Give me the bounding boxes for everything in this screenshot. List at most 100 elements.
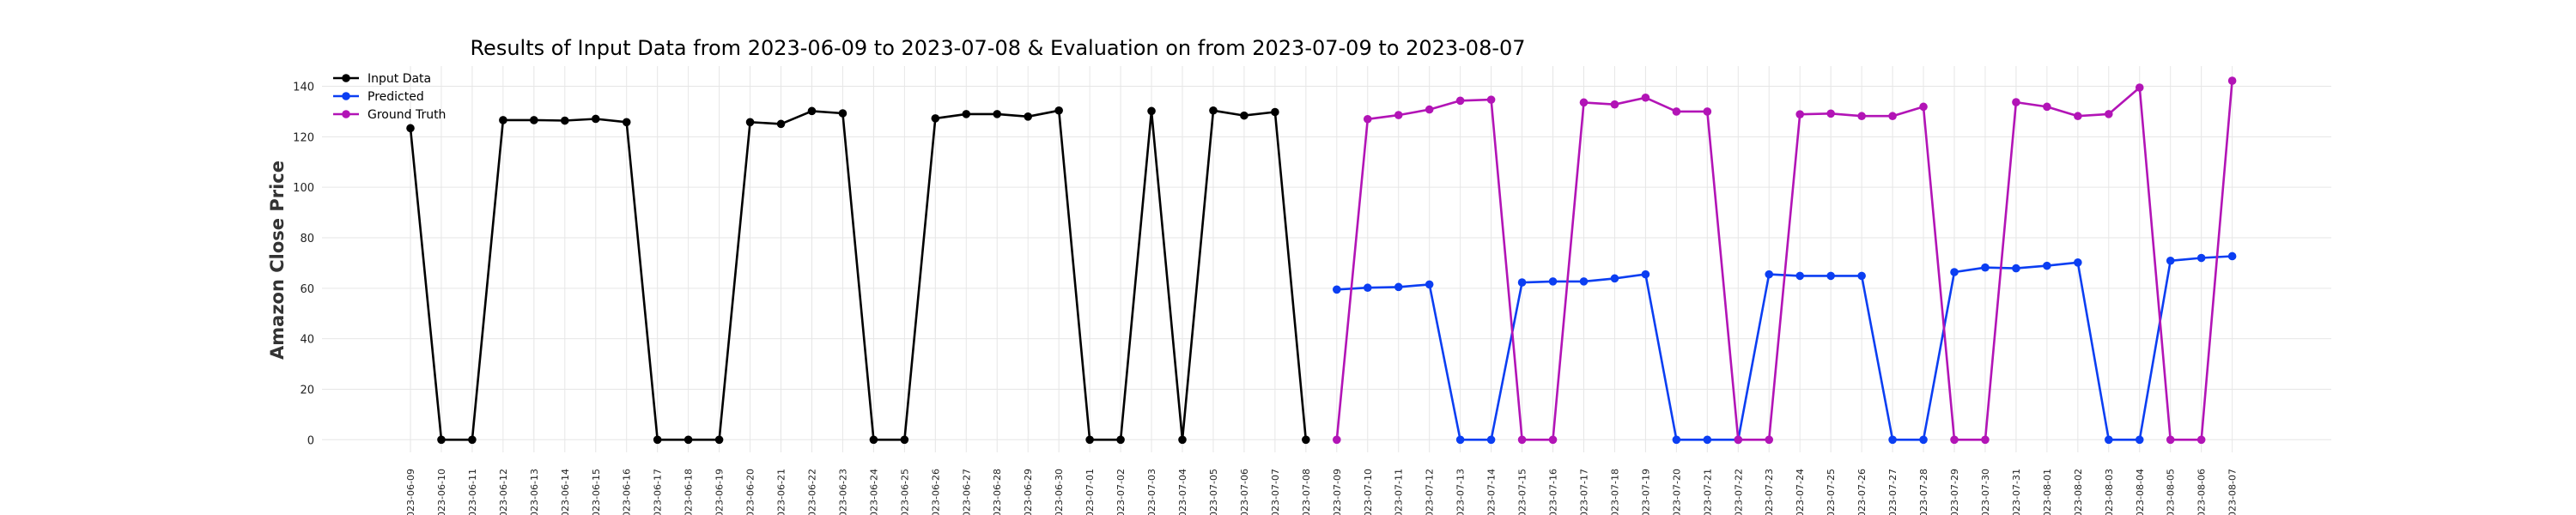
x-tick-label: 023-07-02: [1115, 469, 1127, 515]
data-point: [1888, 112, 1897, 121]
x-tick-label: 023-07-30: [1980, 469, 1991, 515]
x-tick-label: 023-06-10: [436, 469, 447, 515]
x-tick-label: 023-06-09: [405, 469, 416, 515]
data-point: [2196, 435, 2206, 445]
x-tick-label: 023-07-29: [1949, 469, 1960, 515]
x-tick-label: 023-06-29: [1023, 469, 1034, 515]
data-point: [2166, 256, 2175, 265]
x-tick-label: 023-07-24: [1795, 469, 1806, 515]
x-tick-label: 023-06-14: [560, 469, 571, 515]
x-tick-label: 023-08-03: [2104, 469, 2115, 515]
data-point: [622, 118, 631, 127]
x-tick-label: 023-06-15: [591, 469, 602, 515]
legend: Input Data Predicted Ground Truth: [333, 72, 446, 122]
y-tick-label: 0: [307, 434, 314, 447]
x-tick-label: 023-07-03: [1146, 469, 1157, 515]
x-tick-label: 023-07-15: [1517, 469, 1528, 515]
x-tick-label: 023-06-11: [467, 469, 478, 515]
data-point: [1455, 435, 1465, 445]
data-point: [1610, 100, 1619, 109]
x-tick-label: 023-06-21: [776, 469, 787, 515]
x-tick-label: 023-07-05: [1208, 469, 1219, 515]
data-point: [1333, 435, 1341, 445]
data-point: [1765, 435, 1774, 445]
x-tick-labels: 023-06-09 023-06-10 023-06-11 023-06-12 023-…: [405, 469, 2239, 515]
x-tick-label: 023-07-26: [1856, 469, 1868, 515]
x-tick-label: 023-06-27: [961, 469, 972, 515]
x-tick-label: 023-07-27: [1887, 469, 1899, 515]
data-point: [1703, 435, 1712, 445]
data-point: [1209, 106, 1218, 115]
legend-label: Predicted: [368, 90, 424, 104]
data-point: [653, 435, 662, 445]
data-point: [1857, 271, 1866, 281]
data-point: [2074, 258, 2082, 267]
x-tick-label: 023-07-01: [1084, 469, 1096, 515]
x-tick-label: 023-07-11: [1394, 469, 1405, 515]
series-input-data: [406, 106, 1310, 445]
data-point: [2105, 110, 2113, 118]
data-point: [2196, 253, 2206, 263]
x-tick-label: 023-07-21: [1702, 469, 1713, 515]
x-tick-label: 023-07-23: [1764, 469, 1775, 515]
legend-label: Ground Truth: [368, 108, 446, 122]
data-point: [1548, 277, 1558, 286]
data-point: [499, 116, 507, 124]
data-point: [1517, 435, 1527, 445]
data-point: [530, 116, 538, 124]
data-point: [838, 109, 848, 118]
x-tick-label: 023-08-04: [2135, 469, 2146, 515]
x-tick-label: 023-07-22: [1733, 469, 1744, 515]
x-tick-label: 023-07-14: [1486, 469, 1498, 515]
data-point: [591, 114, 600, 124]
series-line-input-data: [409, 109, 1308, 441]
data-point: [1455, 96, 1465, 106]
data-point: [437, 435, 446, 445]
data-point: [1085, 435, 1094, 445]
x-tick-label: 023-07-28: [1918, 469, 1929, 515]
data-point: [683, 435, 693, 445]
data-point: [1826, 109, 1835, 118]
data-point: [1548, 435, 1558, 445]
y-tick-labels: 0 20 40 60 80 100 120 140: [293, 82, 314, 448]
data-point: [1672, 435, 1681, 445]
data-point: [1363, 114, 1372, 124]
data-point: [1054, 106, 1063, 115]
data-point: [1981, 263, 1990, 272]
data-point: [1394, 282, 1403, 292]
data-point: [1333, 285, 1341, 294]
data-point: [1919, 102, 1928, 112]
x-tick-label: 023-08-07: [2227, 469, 2239, 515]
data-point: [406, 124, 415, 133]
data-point: [1795, 110, 1804, 118]
data-point: [1486, 95, 1496, 104]
x-tick-label: 023-07-07: [1270, 469, 1281, 515]
data-point: [962, 110, 971, 118]
data-point: [993, 110, 1002, 118]
x-tick-label: 023-07-10: [1363, 469, 1374, 515]
y-tick-label: 20: [300, 384, 314, 397]
y-tick-label: 60: [300, 283, 314, 296]
data-point: [2105, 435, 2113, 445]
x-tick-label: 023-07-06: [1239, 469, 1250, 515]
x-tick-label: 023-06-18: [683, 469, 695, 515]
data-point: [807, 106, 817, 116]
data-point: [1641, 270, 1650, 279]
data-point: [714, 435, 724, 445]
data-point: [2227, 251, 2237, 261]
data-point: [468, 435, 477, 445]
x-tick-label: 023-07-08: [1301, 469, 1312, 515]
x-tick-label: 023-07-09: [1332, 469, 1343, 515]
y-axis-label: Amazon Close Price: [267, 161, 288, 360]
data-point: [1641, 93, 1650, 102]
legend-marker: [342, 92, 350, 100]
x-tick-label: 023-06-20: [745, 469, 756, 515]
y-tick-label: 120: [293, 131, 314, 144]
data-point: [1024, 112, 1032, 121]
data-point: [1116, 435, 1125, 445]
data-point: [2227, 76, 2237, 85]
x-tick-label: 023-06-13: [529, 469, 540, 515]
data-point: [931, 114, 940, 123]
data-point: [2135, 83, 2144, 92]
data-point: [1425, 280, 1434, 289]
